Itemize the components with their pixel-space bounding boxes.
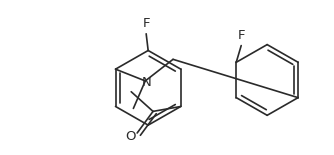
- Text: O: O: [125, 130, 136, 143]
- Text: F: F: [142, 18, 150, 31]
- Text: F: F: [237, 29, 245, 42]
- Text: N: N: [141, 76, 151, 89]
